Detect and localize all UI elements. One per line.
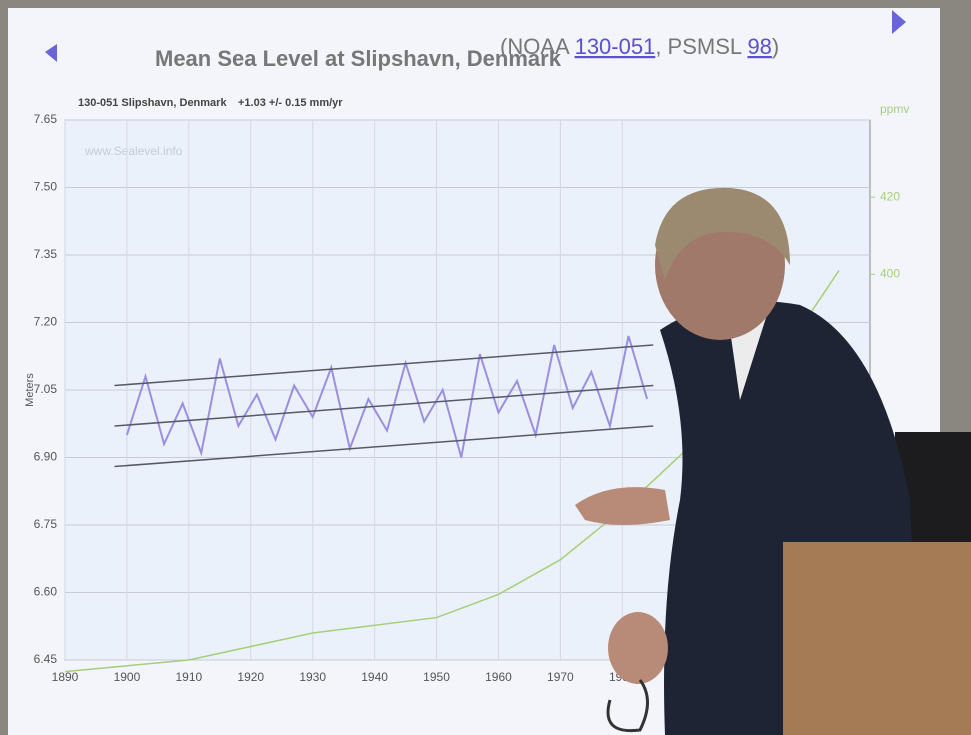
photo: Mean Sea Level at Slipshavn, Denmark (NO… xyxy=(0,0,971,735)
y2-axis-label: ppmv xyxy=(880,102,909,116)
y2-tick-label: 420 xyxy=(880,189,900,203)
y-tick-label: 6.90 xyxy=(34,450,58,464)
hand xyxy=(608,612,668,684)
y-tick-label: 7.20 xyxy=(34,315,58,329)
psmsl-link[interactable]: 98 xyxy=(747,34,771,59)
y2-tick-label: 400 xyxy=(880,266,900,280)
x-tick-label: 1900 xyxy=(114,670,141,684)
trend-label: +1.03 +/- 0.15 mm/yr xyxy=(238,97,343,109)
x-tick-label: 1950 xyxy=(423,670,450,684)
x-tick-label: 1910 xyxy=(175,670,202,684)
y-tick-label: 7.05 xyxy=(34,382,58,396)
source-text: , PSMSL xyxy=(655,34,747,59)
y-tick-label: 6.60 xyxy=(34,585,58,599)
x-tick-label: 1930 xyxy=(299,670,326,684)
x-tick-label: 1970 xyxy=(547,670,574,684)
x-tick-label: 1940 xyxy=(361,670,388,684)
y-tick-label: 7.35 xyxy=(34,247,58,261)
lectern xyxy=(783,542,971,735)
y-tick-label: 7.65 xyxy=(34,112,58,126)
slide-source: (NOAA 130-051, PSMSL 98) xyxy=(500,34,779,59)
noaa-link[interactable]: 130-051 xyxy=(575,34,656,59)
chart-subtitle: 130-051 Slipshavn, Denmark xyxy=(78,97,227,109)
y-tick-label: 6.45 xyxy=(34,652,58,666)
watermark: www.Sealevel.info xyxy=(84,144,183,158)
source-text: (NOAA xyxy=(500,34,575,59)
source-text: ) xyxy=(772,34,779,59)
x-tick-label: 1920 xyxy=(237,670,264,684)
y-tick-label: 7.50 xyxy=(34,180,58,194)
x-tick-label: 1960 xyxy=(485,670,512,684)
y-tick-label: 6.75 xyxy=(34,517,58,531)
